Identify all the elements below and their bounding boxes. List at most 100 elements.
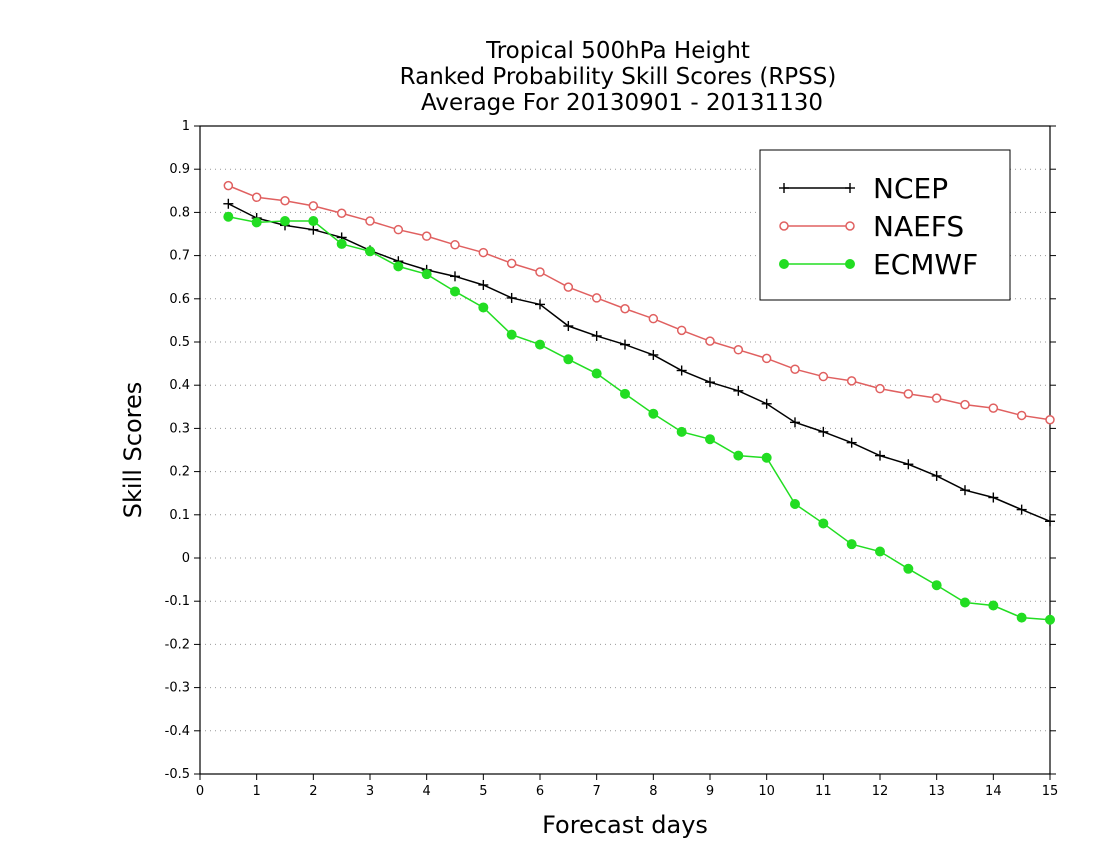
ecmwf-point (875, 546, 885, 557)
ncep-point (591, 330, 602, 341)
naefs-point (308, 201, 319, 211)
x-tick-label: 6 (536, 784, 544, 799)
ecmwf-point (846, 539, 857, 550)
y-tick-label: 0.6 (169, 292, 190, 307)
ecmwf-point (421, 269, 432, 280)
y-tick-label: 0.2 (169, 465, 190, 480)
y-tick-label: -0.4 (165, 724, 190, 739)
y-axis-label: Skill Scores (119, 382, 147, 519)
naefs-point (393, 224, 404, 235)
legend-label: NAEFS (873, 210, 964, 243)
ncep-point (1045, 516, 1055, 527)
title-line-3: Average For 20130901 - 20131130 (421, 90, 823, 116)
legend: NCEP NAEFS ECMWF (759, 149, 1011, 301)
legend-item-ecmwf: ECMWF (779, 248, 978, 281)
y-tick-label: 0 (182, 551, 190, 566)
x-tick-label: 11 (815, 784, 832, 799)
ecmwf-point (903, 563, 914, 574)
ncep-point (733, 385, 744, 396)
x-tick-label: 13 (928, 784, 945, 799)
x-tick-label: 7 (593, 784, 601, 799)
ncep-point (676, 365, 687, 376)
ncep-point (648, 349, 659, 360)
naefs-point (648, 313, 659, 324)
y-tick-label: -0.1 (165, 594, 190, 609)
naefs-point (1016, 410, 1027, 421)
naefs-point (960, 399, 970, 410)
ecmwf-point (535, 339, 545, 350)
x-tick-label: 0 (196, 784, 204, 799)
x-tick-label: 14 (985, 784, 1002, 799)
naefs-point (733, 345, 744, 355)
naefs-point (251, 192, 262, 203)
x-axis: 0 1 2 3 4 5 6 7 8 9 10 11 12 13 14 15 (196, 774, 1058, 799)
ecmwf-point (308, 216, 319, 227)
title-line-2: Ranked Probability Skill Scores (RPSS) (400, 64, 837, 90)
naefs-point (365, 216, 375, 226)
ncep-point (988, 492, 999, 503)
x-tick-label: 5 (479, 784, 487, 799)
ecmwf-point (365, 246, 375, 257)
naefs-point (790, 364, 800, 374)
ecmwf-point (336, 238, 347, 249)
ncep-point (1016, 504, 1027, 515)
y-tick-label: -0.2 (165, 637, 190, 652)
naefs-point (705, 336, 715, 346)
y-tick-label: -0.5 (165, 767, 190, 782)
naefs-line (228, 184, 1051, 421)
naefs-point (535, 267, 545, 277)
ecmwf-point (450, 286, 460, 297)
x-tick-label: 3 (366, 784, 374, 799)
x-axis-label: Forecast days (542, 811, 708, 839)
y-tick-label: 0.3 (169, 421, 190, 436)
ncep-point (903, 459, 914, 470)
naefs-point (563, 282, 574, 292)
y-tick-label: 1 (182, 119, 190, 134)
naefs-point (280, 195, 290, 206)
naefs-point (1045, 415, 1055, 425)
ncep-point (818, 426, 829, 437)
ecmwf-point (818, 518, 829, 529)
legend-marker (845, 259, 855, 269)
ncep-point (846, 437, 857, 448)
ncep-point (506, 292, 517, 303)
title-line-1: Tropical 500hPa Height (485, 38, 750, 64)
ecmwf-point (761, 452, 772, 463)
ecmwf-point (931, 580, 942, 591)
legend-marker (779, 221, 789, 231)
naefs-point (676, 325, 687, 336)
ecmwf-point (393, 261, 404, 272)
x-tick-label: 9 (706, 784, 714, 799)
naefs-point (846, 376, 857, 386)
y-axis: -0.5 -0.4 -0.3 -0.2 -0.1 0 0.1 0.2 0.3 0.4 0.5 0.6 0… (165, 119, 1056, 782)
ecmwf-point (705, 434, 715, 445)
ecmwf-point (733, 450, 744, 461)
y-tick-label: 0.8 (169, 205, 190, 220)
ecmwf-point (620, 388, 630, 399)
ecmwf-point (223, 211, 234, 222)
x-tick-label: 1 (253, 784, 261, 799)
ecmwf-point (676, 426, 687, 437)
naefs-point (223, 180, 234, 191)
ecmwf-point (790, 499, 800, 509)
y-tick-label: 0.7 (169, 249, 190, 264)
x-tick-label: 10 (758, 784, 775, 799)
legend-marker (779, 183, 789, 193)
ncep-point (931, 470, 942, 481)
legend-marker (845, 221, 855, 231)
ncep-point (875, 450, 885, 461)
ecmwf-point (280, 216, 290, 227)
x-tick-label: 8 (649, 784, 657, 799)
naefs-series (223, 180, 1055, 425)
plot-frame (199, 125, 1051, 775)
legend-marker (845, 183, 855, 193)
naefs-point (506, 258, 517, 269)
ncep-point (761, 398, 772, 409)
naefs-point (450, 240, 460, 250)
naefs-point (903, 389, 914, 399)
ncep-point (790, 417, 800, 428)
naefs-point (336, 208, 347, 219)
legend-item-ncep: NCEP (779, 172, 948, 205)
ncep-line (227, 203, 1051, 522)
